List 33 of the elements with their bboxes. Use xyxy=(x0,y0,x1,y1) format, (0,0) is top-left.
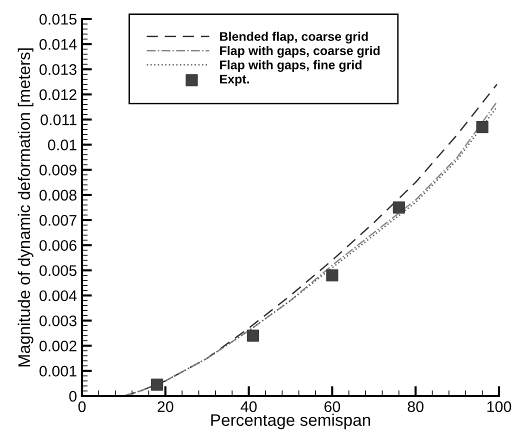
y-tick-label: 0.001 xyxy=(40,366,76,377)
legend-label: Flap with gaps, coarse grid xyxy=(220,46,380,58)
y-tick-label: 0.003 xyxy=(40,315,76,326)
y-tick-label: 0.01 xyxy=(48,140,76,150)
x-tick-label: 40 xyxy=(240,401,257,412)
y-axis-title: Magnitude of dynamic deformation [meters] xyxy=(18,48,34,366)
y-tick-label: 0.015 xyxy=(40,14,76,25)
y-tick-label: 0 xyxy=(69,390,77,402)
y-tick-label: 0.005 xyxy=(40,265,76,276)
legend-label: Flap with gaps, fine grid xyxy=(220,60,362,72)
point xyxy=(392,201,405,214)
x-axis-title: Percentage semispan xyxy=(211,414,370,430)
y-tick-label: 0.013 xyxy=(40,64,76,75)
legend-label: Blended flap, coarse grid xyxy=(220,32,368,44)
y-tick-label: 0.008 xyxy=(40,190,76,201)
y-tick-label: 0.011 xyxy=(40,114,76,126)
y-tick-label: 0.004 xyxy=(40,290,77,302)
point xyxy=(150,378,164,391)
y-tick-label: 0.006 xyxy=(40,240,76,251)
x-tick-label: 80 xyxy=(408,401,424,412)
x-tick-label: 60 xyxy=(324,401,340,412)
point xyxy=(326,269,338,282)
y-tick-label: 0.002 xyxy=(40,340,76,352)
y-tick-label: 0.012 xyxy=(40,89,76,100)
point xyxy=(476,121,488,134)
y-tick-label: 0.014 xyxy=(40,39,77,50)
point xyxy=(246,330,260,342)
y-tick-label: 0.007 xyxy=(40,214,76,226)
x-tick-label: 0 xyxy=(78,401,86,412)
x-tick-label: 100 xyxy=(487,401,512,412)
y-tick-label: 0.009 xyxy=(40,164,76,176)
legend-label: Expt. xyxy=(220,74,249,86)
x-tick-label: 20 xyxy=(158,401,174,412)
